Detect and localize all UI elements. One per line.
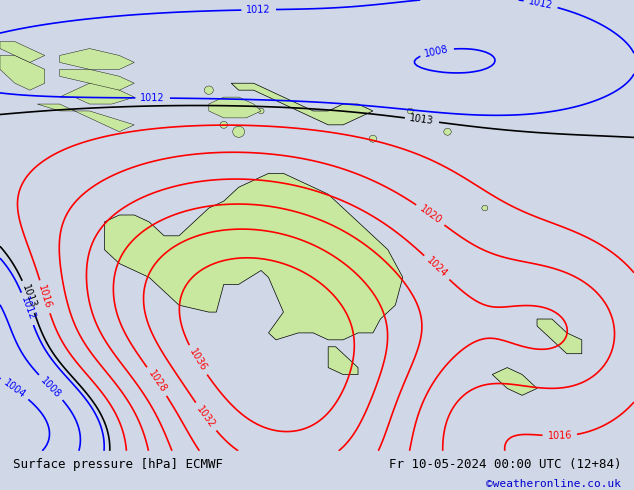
Text: 1012: 1012 bbox=[246, 4, 271, 15]
Text: 1020: 1020 bbox=[418, 203, 443, 226]
Text: 1024: 1024 bbox=[424, 255, 449, 280]
Circle shape bbox=[220, 122, 228, 128]
Text: Surface pressure [hPa] ECMWF: Surface pressure [hPa] ECMWF bbox=[13, 458, 223, 471]
Text: 1012: 1012 bbox=[140, 93, 165, 103]
Circle shape bbox=[407, 108, 413, 114]
Text: 1016: 1016 bbox=[37, 284, 53, 310]
Text: 1008: 1008 bbox=[39, 375, 63, 400]
Polygon shape bbox=[60, 70, 134, 90]
Polygon shape bbox=[0, 55, 45, 90]
Polygon shape bbox=[105, 173, 403, 340]
Text: 1032: 1032 bbox=[195, 404, 217, 430]
Polygon shape bbox=[60, 49, 134, 70]
Text: 1013: 1013 bbox=[409, 114, 435, 126]
Text: 1012: 1012 bbox=[18, 295, 37, 322]
Circle shape bbox=[482, 205, 488, 211]
Text: 1013: 1013 bbox=[20, 284, 37, 310]
Polygon shape bbox=[328, 347, 358, 374]
Text: Fr 10-05-2024 00:00 UTC (12+84): Fr 10-05-2024 00:00 UTC (12+84) bbox=[389, 458, 621, 471]
Text: 1036: 1036 bbox=[187, 347, 209, 373]
Circle shape bbox=[258, 108, 264, 114]
Text: 1012: 1012 bbox=[527, 0, 553, 11]
Text: 1028: 1028 bbox=[146, 368, 168, 394]
Circle shape bbox=[233, 126, 245, 137]
Text: 1008: 1008 bbox=[424, 44, 450, 59]
Polygon shape bbox=[231, 83, 373, 125]
Text: 1004: 1004 bbox=[2, 377, 28, 400]
Circle shape bbox=[204, 86, 213, 94]
Text: ©weatheronline.co.uk: ©weatheronline.co.uk bbox=[486, 479, 621, 489]
Polygon shape bbox=[492, 368, 537, 395]
Text: 1016: 1016 bbox=[547, 431, 572, 441]
Polygon shape bbox=[209, 97, 261, 118]
Circle shape bbox=[444, 128, 451, 135]
Polygon shape bbox=[37, 104, 134, 132]
Polygon shape bbox=[0, 42, 45, 62]
Circle shape bbox=[369, 135, 377, 142]
Polygon shape bbox=[537, 319, 582, 354]
Polygon shape bbox=[60, 83, 134, 104]
